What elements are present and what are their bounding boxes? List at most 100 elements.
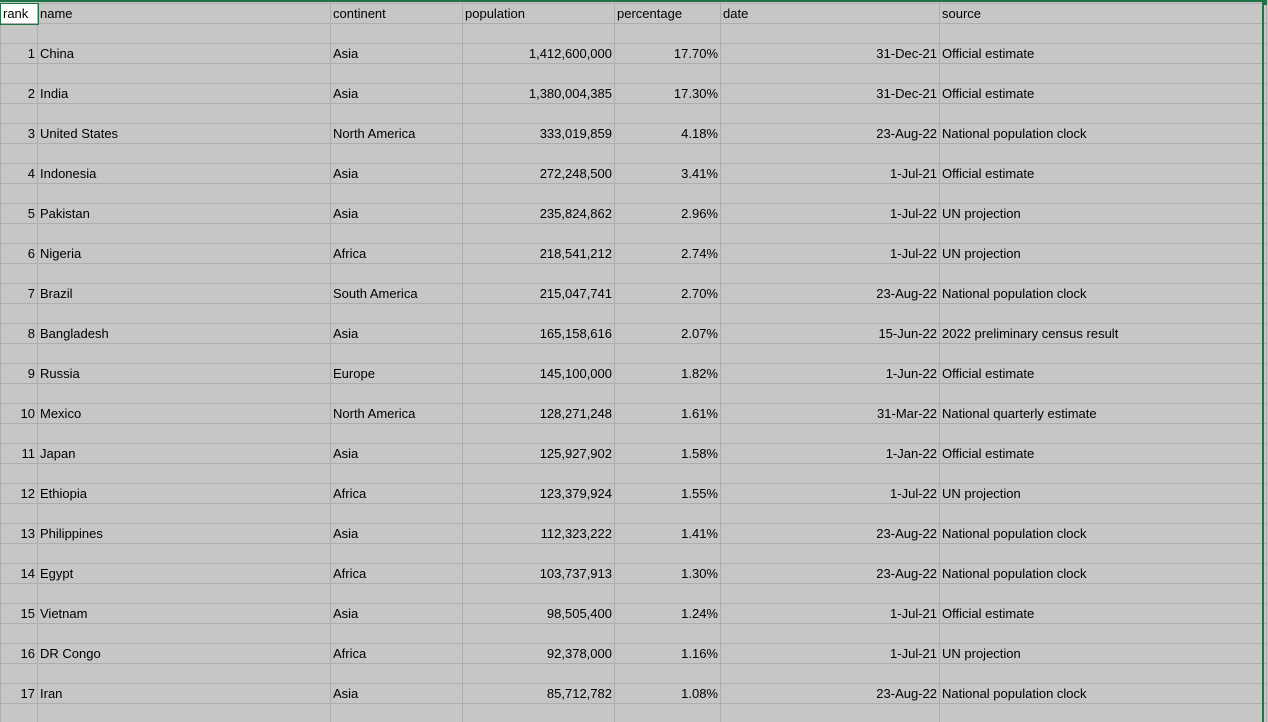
cell-date[interactable]: 1-Jul-21 <box>720 643 940 664</box>
cell-source[interactable]: National population clock <box>939 523 1267 544</box>
cell-population[interactable]: 235,824,862 <box>462 203 615 224</box>
cell-rank[interactable]: 12 <box>0 483 38 504</box>
cell-date[interactable]: 1-Jul-22 <box>720 483 940 504</box>
empty-cell[interactable] <box>37 103 331 124</box>
cell-continent[interactable]: Asia <box>330 83 463 104</box>
cell-population[interactable]: 103,737,913 <box>462 563 615 584</box>
cell-source[interactable]: UN projection <box>939 483 1267 504</box>
empty-cell[interactable] <box>37 263 331 284</box>
empty-cell[interactable] <box>614 143 721 164</box>
empty-cell[interactable] <box>37 463 331 484</box>
empty-cell[interactable] <box>939 423 1267 444</box>
cell-name[interactable]: Indonesia <box>37 163 331 184</box>
cell-source[interactable]: Official estimate <box>939 443 1267 464</box>
cell-source[interactable]: Official estimate <box>939 83 1267 104</box>
cell-date[interactable]: 23-Aug-22 <box>720 123 940 144</box>
header-cell-population[interactable]: population <box>462 3 615 24</box>
cell-date[interactable]: 15-Jun-22 <box>720 323 940 344</box>
cell-continent[interactable]: Asia <box>330 523 463 544</box>
cell-name[interactable]: Philippines <box>37 523 331 544</box>
empty-cell[interactable] <box>330 63 463 84</box>
cell-population[interactable]: 92,378,000 <box>462 643 615 664</box>
empty-cell[interactable] <box>37 583 331 604</box>
empty-cell[interactable] <box>330 183 463 204</box>
cell-source[interactable]: UN projection <box>939 243 1267 264</box>
empty-cell[interactable] <box>939 383 1267 404</box>
cell-source[interactable]: National population clock <box>939 123 1267 144</box>
cell-source[interactable]: National population clock <box>939 563 1267 584</box>
empty-cell[interactable] <box>330 543 463 564</box>
cell-continent[interactable]: North America <box>330 123 463 144</box>
fill-handle[interactable] <box>1262 0 1267 5</box>
empty-cell[interactable] <box>37 23 331 44</box>
empty-cell[interactable] <box>37 423 331 444</box>
cell-continent[interactable]: South America <box>330 283 463 304</box>
cell-date[interactable]: 23-Aug-22 <box>720 563 940 584</box>
empty-cell[interactable] <box>0 183 38 204</box>
cell-percentage[interactable]: 1.16% <box>614 643 721 664</box>
empty-cell[interactable] <box>614 663 721 684</box>
empty-cell[interactable] <box>0 63 38 84</box>
cell-rank[interactable]: 2 <box>0 83 38 104</box>
cell-percentage[interactable]: 2.96% <box>614 203 721 224</box>
cell-date[interactable]: 1-Jan-22 <box>720 443 940 464</box>
empty-cell[interactable] <box>939 583 1267 604</box>
cell-date[interactable]: 23-Aug-22 <box>720 523 940 544</box>
empty-cell[interactable] <box>614 503 721 524</box>
cell-population[interactable]: 128,271,248 <box>462 403 615 424</box>
cell-name[interactable]: Japan <box>37 443 331 464</box>
empty-cell[interactable] <box>720 543 940 564</box>
cell-percentage[interactable]: 17.70% <box>614 43 721 64</box>
empty-cell[interactable] <box>720 143 940 164</box>
empty-cell[interactable] <box>0 343 38 364</box>
cell-population[interactable]: 1,380,004,385 <box>462 83 615 104</box>
empty-cell[interactable] <box>939 543 1267 564</box>
empty-cell[interactable] <box>37 63 331 84</box>
empty-cell[interactable] <box>330 383 463 404</box>
empty-cell[interactable] <box>720 663 940 684</box>
cell-date[interactable]: 23-Aug-22 <box>720 683 940 704</box>
empty-cell[interactable] <box>330 143 463 164</box>
cell-name[interactable]: Bangladesh <box>37 323 331 344</box>
empty-cell[interactable] <box>614 703 721 722</box>
cell-source[interactable]: Official estimate <box>939 363 1267 384</box>
cell-name[interactable]: Iran <box>37 683 331 704</box>
cell-date[interactable]: 31-Mar-22 <box>720 403 940 424</box>
empty-cell[interactable] <box>720 183 940 204</box>
cell-continent[interactable]: Africa <box>330 563 463 584</box>
empty-cell[interactable] <box>330 263 463 284</box>
cell-continent[interactable]: Asia <box>330 443 463 464</box>
cell-percentage[interactable]: 1.61% <box>614 403 721 424</box>
empty-cell[interactable] <box>614 303 721 324</box>
empty-cell[interactable] <box>462 663 615 684</box>
empty-cell[interactable] <box>939 343 1267 364</box>
empty-cell[interactable] <box>720 383 940 404</box>
cell-continent[interactable]: Asia <box>330 683 463 704</box>
empty-cell[interactable] <box>720 63 940 84</box>
cell-source[interactable]: National population clock <box>939 283 1267 304</box>
empty-cell[interactable] <box>614 183 721 204</box>
empty-cell[interactable] <box>939 463 1267 484</box>
empty-cell[interactable] <box>720 303 940 324</box>
cell-rank[interactable]: 11 <box>0 443 38 464</box>
empty-cell[interactable] <box>462 463 615 484</box>
empty-cell[interactable] <box>614 263 721 284</box>
cell-rank[interactable]: 9 <box>0 363 38 384</box>
empty-cell[interactable] <box>462 103 615 124</box>
empty-cell[interactable] <box>462 143 615 164</box>
empty-cell[interactable] <box>330 623 463 644</box>
empty-cell[interactable] <box>0 663 38 684</box>
cell-percentage[interactable]: 1.55% <box>614 483 721 504</box>
cell-percentage[interactable]: 1.82% <box>614 363 721 384</box>
cell-rank[interactable]: 4 <box>0 163 38 184</box>
empty-cell[interactable] <box>330 503 463 524</box>
empty-cell[interactable] <box>462 23 615 44</box>
empty-cell[interactable] <box>614 103 721 124</box>
empty-cell[interactable] <box>614 543 721 564</box>
cell-continent[interactable]: Asia <box>330 323 463 344</box>
empty-cell[interactable] <box>0 223 38 244</box>
empty-cell[interactable] <box>462 63 615 84</box>
cell-continent[interactable]: Asia <box>330 163 463 184</box>
cell-percentage[interactable]: 3.41% <box>614 163 721 184</box>
empty-cell[interactable] <box>37 343 331 364</box>
